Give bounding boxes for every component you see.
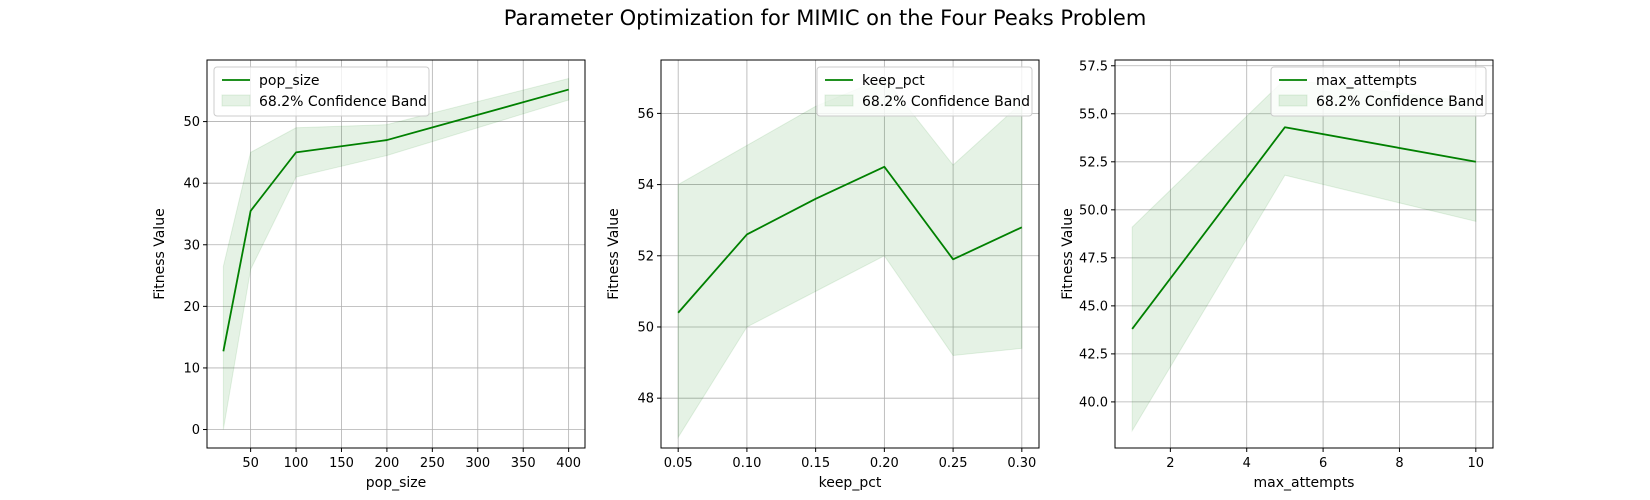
x-tick-label: 2 [1166,456,1174,471]
y-axis-label: Fitness Value [152,208,168,299]
x-axis-label: max_attempts [1254,475,1355,491]
x-tick-label: 350 [511,456,536,471]
confidence-band [677,77,1023,440]
subplot-pop_size: 50 100 150 200 250 300 350 400 0 10 20 30 40 50 pop_si… [152,59,586,491]
x-tick-label: 300 [465,456,490,471]
legend-box [213,66,430,117]
legend: keep_pct 68.2% Confidence Band [816,66,1033,117]
y-tick-label: 50 [637,320,654,335]
x-tick-label: 10 [1468,456,1485,471]
confidence-band [222,77,570,430]
grid [1115,60,1493,448]
x-tick-label: 0.25 [939,456,968,471]
grid [207,60,585,448]
legend: pop_size 68.2% Confidence Band [213,66,430,117]
x-tick-label: 0.15 [801,456,830,471]
legend-band-swatch [1278,94,1308,107]
y-tick-label: 48 [637,392,654,407]
y-tick-label: 47.5 [1079,251,1108,266]
legend-band-swatch [824,94,854,107]
axes-frame [206,59,586,449]
y-tick-label: 50 [183,115,200,130]
legend-label-band: 68.2% Confidence Band [1316,94,1484,110]
y-tick-label: 55.0 [1079,107,1108,122]
y-axis-label: Fitness Value [1060,208,1076,299]
legend-band-swatch [221,94,251,107]
y-tick-label: 40.0 [1079,395,1108,410]
x-axis-label: pop_size [366,475,426,491]
x-tick-label: 8 [1395,456,1403,471]
y-tick-label: 42.5 [1079,347,1108,362]
y-tick-label: 52 [637,249,654,264]
y-tick-label: 57.5 [1079,59,1108,74]
x-tick-label: 200 [374,456,399,471]
grid [661,60,1039,448]
legend-label-series: keep_pct [862,73,925,89]
x-tick-label: 250 [420,456,445,471]
x-tick-label: 50 [242,456,259,471]
y-tick-label: 52.5 [1079,155,1108,170]
x-tick-label: 100 [284,456,309,471]
x-tick-label: 0.05 [664,456,693,471]
y-tick-label: 10 [183,361,200,376]
axes-frame [1114,59,1494,449]
series-line [222,88,569,352]
series-line [677,165,1023,314]
legend-label-band: 68.2% Confidence Band [862,94,1030,110]
x-tick-label: 400 [556,456,581,471]
legend-label-band: 68.2% Confidence Band [259,94,427,110]
legend-box [816,66,1033,117]
legend-label-series: max_attempts [1316,73,1417,89]
x-tick-label: 0.20 [870,456,899,471]
y-tick-label: 56 [637,107,654,122]
x-tick-label: 0.30 [1007,456,1036,471]
y-tick-label: 30 [183,238,200,253]
y-tick-label: 0 [192,423,200,438]
axes-frame [660,59,1040,449]
y-tick-label: 20 [183,300,200,315]
y-tick-label: 50.0 [1079,203,1108,218]
x-tick-label: 150 [329,456,354,471]
y-tick-label: 45.0 [1079,299,1108,314]
y-axis-label: Fitness Value [606,208,622,299]
x-tick-label: 4 [1243,456,1251,471]
confidence-band [1131,78,1477,433]
subplot-max_attempts: 2 4 6 8 10 40.0 42.5 45.0 47.5 50.0 52.5 55.0 57.5 ma… [1060,59,1494,491]
figure-title: Parameter Optimization for MIMIC on the … [504,6,1147,30]
series-line [1131,126,1476,330]
x-tick-label: 6 [1319,456,1327,471]
y-tick-label: 40 [183,177,200,192]
x-tick-label: 0.10 [732,456,761,471]
y-tick-label: 54 [637,178,654,193]
x-axis-label: keep_pct [819,475,882,491]
legend-label-series: pop_size [259,73,319,89]
legend: max_attempts 68.2% Confidence Band [1270,66,1487,117]
subplot-keep_pct: 0.05 0.10 0.15 0.20 0.25 0.30 48 50 52 54 56 keep_p… [606,59,1040,491]
legend-box [1270,66,1487,117]
